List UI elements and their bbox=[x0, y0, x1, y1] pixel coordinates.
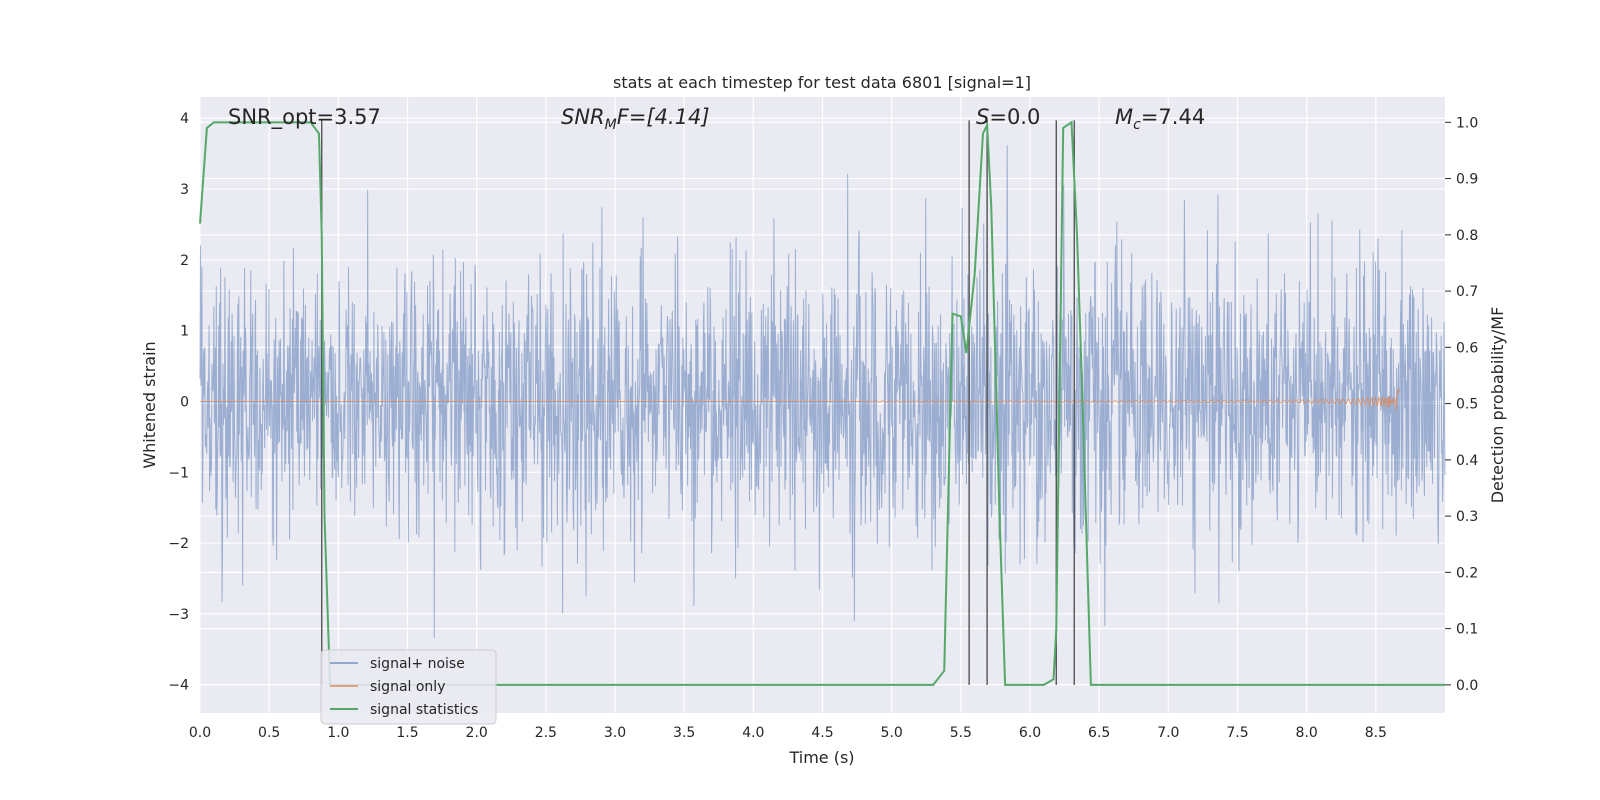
x-tick-label: 5.5 bbox=[950, 725, 972, 741]
y-axis-left-label: Whitened strain bbox=[140, 341, 159, 468]
x-tick-label: 2.0 bbox=[466, 725, 488, 741]
signal-only-series bbox=[200, 388, 1400, 411]
s-prefix: S bbox=[976, 105, 989, 129]
y-right-tick-label: 0.8 bbox=[1456, 228, 1478, 244]
y-right-tick-label: 0.5 bbox=[1456, 397, 1478, 413]
signal-trace bbox=[200, 388, 1400, 411]
y-left-tick-label: −1 bbox=[168, 465, 189, 481]
snr-opt-annotation: SNR_opt=3.57 bbox=[228, 105, 381, 130]
legend-label-signal: signal only bbox=[370, 679, 445, 695]
y-left-tick-label: 3 bbox=[180, 182, 189, 198]
y-left-tick-label: 0 bbox=[180, 394, 189, 410]
y-axis-left-ticks: −4 −3 −2 −1 0 1 2 3 4 bbox=[168, 111, 189, 693]
noise-trace bbox=[199, 145, 1446, 639]
chart-title: stats at each timestep for test data 680… bbox=[613, 73, 1031, 92]
y-right-tick-label: 0.7 bbox=[1456, 284, 1478, 300]
x-tick-label: 1.5 bbox=[396, 725, 418, 741]
x-tick-label: 6.5 bbox=[1088, 725, 1110, 741]
y-right-tick-label: 0.0 bbox=[1456, 678, 1478, 694]
y-right-tick-label: 0.6 bbox=[1456, 340, 1478, 356]
y-right-tick-label: 1.0 bbox=[1456, 115, 1478, 131]
y-right-tick-label: 0.9 bbox=[1456, 172, 1478, 188]
y-right-tick-label: 0.4 bbox=[1456, 453, 1478, 469]
x-tick-label: 0.5 bbox=[258, 725, 280, 741]
y-axis-right-ticks: 0.0 0.1 0.2 0.3 0.4 0.5 0.6 0.7 0.8 0.9 1.0 bbox=[1445, 115, 1478, 694]
mc-prefix: M bbox=[1115, 105, 1133, 129]
mc-annotation: Mc=7.44 bbox=[1115, 105, 1205, 133]
y-left-tick-label: −3 bbox=[168, 607, 189, 623]
x-tick-label: 3.5 bbox=[673, 725, 695, 741]
s-suffix: =0.0 bbox=[989, 105, 1040, 129]
legend: signal+ noise signal only signal statist… bbox=[320, 649, 497, 725]
y-left-tick-label: 2 bbox=[180, 253, 189, 269]
y-axis-right-label: Detection probability/MF bbox=[1488, 307, 1507, 504]
s-annotation: S=0.0 bbox=[976, 105, 1040, 129]
x-tick-label: 8.0 bbox=[1296, 725, 1318, 741]
legend-label-stats: signal statistics bbox=[370, 702, 478, 718]
snr-mf-subscript: M bbox=[605, 117, 617, 133]
x-tick-label: 3.0 bbox=[604, 725, 626, 741]
signal-noise-series bbox=[199, 145, 1446, 639]
x-tick-label: 0.0 bbox=[189, 725, 211, 741]
x-tick-label: 4.0 bbox=[742, 725, 764, 741]
x-tick-label: 7.5 bbox=[1226, 725, 1248, 741]
y-left-tick-label: 1 bbox=[180, 324, 189, 340]
y-left-tick-label: −2 bbox=[168, 536, 189, 552]
legend-label-noise: signal+ noise bbox=[370, 656, 465, 672]
x-tick-label: 7.0 bbox=[1157, 725, 1179, 741]
legend-box bbox=[320, 649, 497, 725]
x-tick-label: 8.5 bbox=[1365, 725, 1387, 741]
x-tick-label: 4.5 bbox=[811, 725, 833, 741]
y-left-tick-label: 4 bbox=[180, 111, 189, 127]
mc-subscript: c bbox=[1133, 117, 1141, 133]
y-left-tick-label: −4 bbox=[168, 678, 189, 694]
x-axis-ticks: 0.0 0.5 1.0 1.5 2.0 2.5 3.0 3.5 4.0 4.5 5.0 5.5 6.0 6… bbox=[189, 725, 1387, 741]
signal-statistics-series bbox=[199, 120, 1445, 686]
x-tick-label: 1.0 bbox=[327, 725, 349, 741]
stats-line bbox=[199, 120, 1445, 686]
y-right-tick-label: 0.2 bbox=[1456, 565, 1478, 581]
x-tick-label: 5.0 bbox=[881, 725, 903, 741]
x-tick-label: 2.5 bbox=[535, 725, 557, 741]
y-right-tick-label: 0.1 bbox=[1456, 622, 1478, 638]
y-right-tick-label: 0.3 bbox=[1456, 509, 1478, 525]
x-axis-label: Time (s) bbox=[788, 748, 854, 767]
snr-mf-annotation: SNRMF=[4.14] bbox=[561, 105, 710, 133]
mc-suffix: =7.44 bbox=[1141, 105, 1205, 129]
snr-mf-prefix: SNR bbox=[561, 105, 605, 129]
snr-mf-suffix: F=[4.14] bbox=[617, 105, 710, 129]
x-tick-label: 6.0 bbox=[1019, 725, 1041, 741]
